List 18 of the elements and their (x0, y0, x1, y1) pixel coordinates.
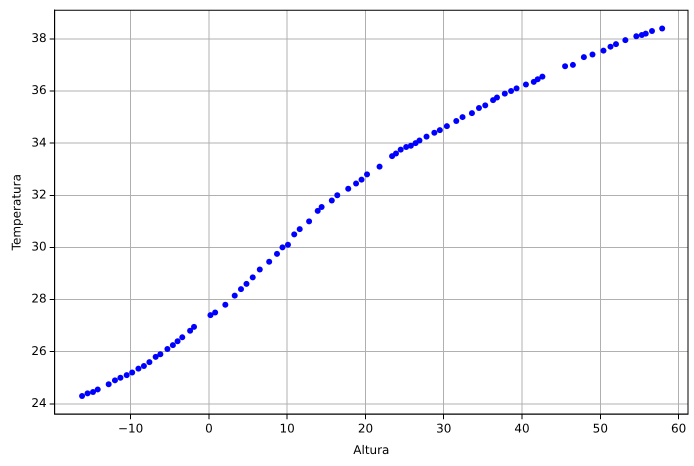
y-tick-label: 30 (31, 240, 47, 254)
x-tick-label: 0 (205, 422, 213, 436)
x-tick-label: 30 (436, 422, 452, 436)
x-tick-label: −10 (118, 422, 144, 436)
y-tick-label: 24 (31, 396, 47, 410)
x-tick-label: 60 (670, 422, 686, 436)
y-tick-label: 26 (31, 344, 47, 358)
y-axis-title: Temperatura (9, 174, 24, 252)
y-tick-label: 36 (31, 83, 47, 98)
x-axis-title: Altura (353, 442, 390, 457)
y-tick-label: 38 (31, 30, 47, 45)
x-tick-label: 50 (592, 422, 608, 436)
y-tick-label: 34 (31, 135, 47, 150)
x-tick-label: 20 (358, 422, 374, 436)
y-tick-label: 32 (31, 187, 47, 202)
y-tick-label: 28 (31, 292, 47, 306)
x-tick-label: 40 (514, 422, 530, 436)
x-tick-label: 10 (280, 422, 295, 436)
